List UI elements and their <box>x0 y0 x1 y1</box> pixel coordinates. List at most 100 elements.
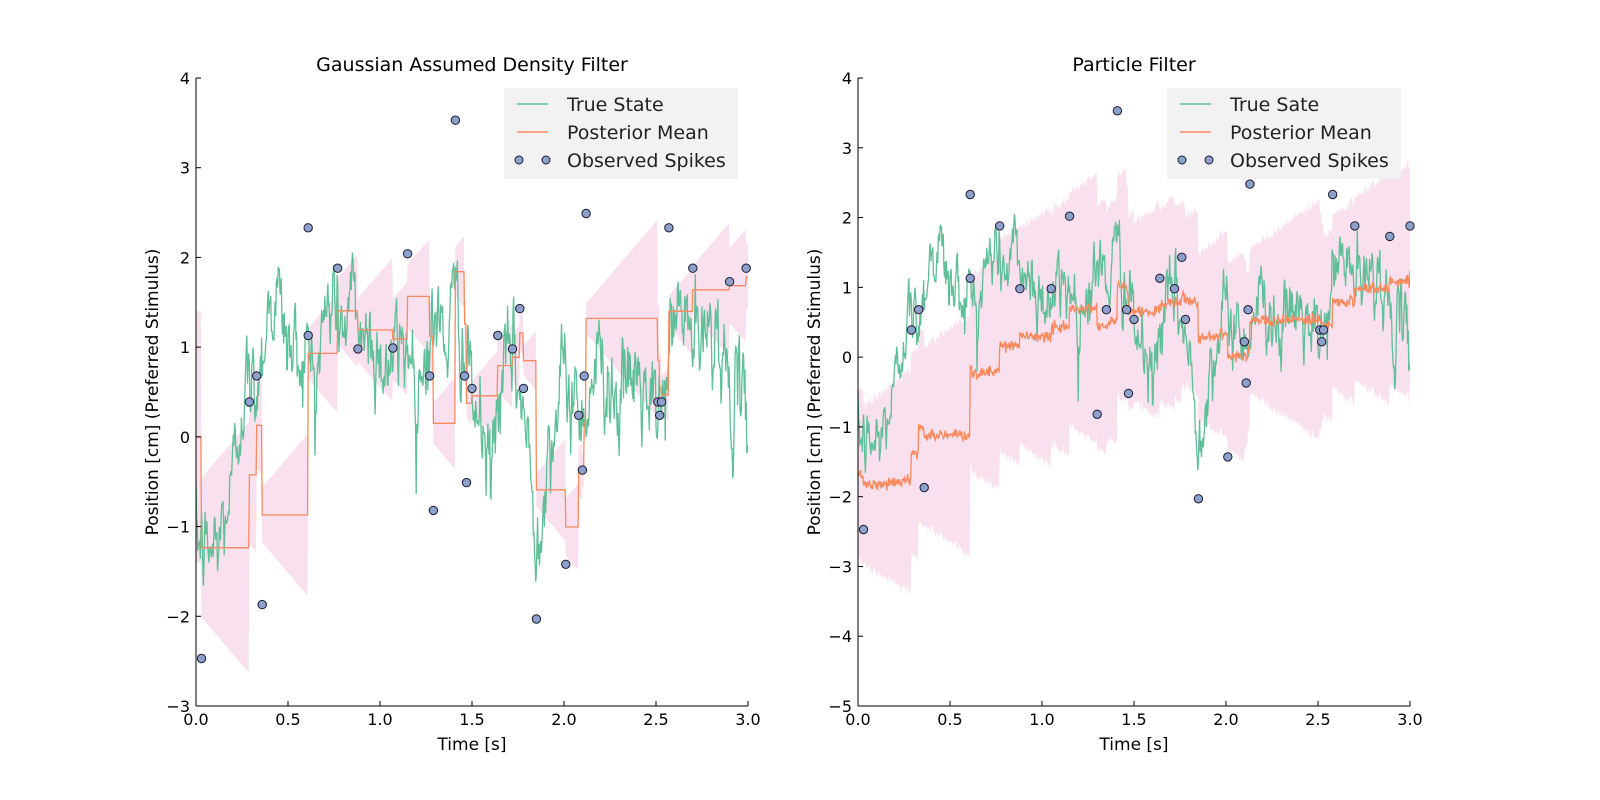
x-axis-label: Time [s] <box>436 735 506 755</box>
spike-marker <box>1405 221 1415 231</box>
y-tick-label: 1 <box>842 278 852 297</box>
spike-marker <box>1015 284 1025 294</box>
spike-marker <box>664 223 674 233</box>
y-tick-label: −3 <box>166 697 190 716</box>
y-tick-label: 2 <box>180 248 190 267</box>
spike-marker <box>515 303 525 314</box>
y-tick-label: 3 <box>842 139 852 158</box>
y-tick-label: −2 <box>166 607 190 626</box>
spike-marker <box>995 221 1005 231</box>
spike-marker <box>1317 337 1327 347</box>
legend-observed-spikes: Observed Spikes <box>1230 150 1389 172</box>
series-layer <box>196 252 748 586</box>
spike-marker <box>459 371 470 381</box>
x-tick-label: 1.5 <box>1121 710 1146 729</box>
y-tick-label: 0 <box>842 348 852 367</box>
spike-marker <box>531 614 542 624</box>
legend-observed-spikes: Observed Spikes <box>567 150 726 172</box>
legend: True State Posterior Mean Observed Spike… <box>504 88 738 179</box>
spike-marker <box>688 263 698 273</box>
spike-marker <box>1245 179 1255 189</box>
chart-title: Particle Filter <box>1072 54 1195 76</box>
x-axis-label: Time [s] <box>1098 735 1168 755</box>
spike-marker <box>461 477 472 488</box>
y-tick-label: −1 <box>828 418 852 437</box>
y-tick-label: 4 <box>180 69 190 88</box>
spike-marker <box>507 344 518 354</box>
spike-marker <box>1180 314 1191 325</box>
spike-marker <box>919 482 929 493</box>
legend-posterior-mean: Posterior Mean <box>567 122 709 144</box>
spike-marker <box>1129 314 1139 325</box>
spike-marker <box>965 273 975 283</box>
legend: True Sate Posterior Mean Observed Spikes <box>1167 88 1401 179</box>
spike-marker <box>196 653 207 664</box>
posterior-mean-line <box>196 271 748 549</box>
spike-marker <box>402 249 413 259</box>
spike-marker <box>353 344 363 354</box>
legend-spike-marker <box>1204 155 1214 165</box>
spike-marker <box>655 410 665 420</box>
y-tick-label: −3 <box>828 557 852 576</box>
spike-marker <box>1350 221 1360 231</box>
x-tick-label: 1.5 <box>459 710 484 729</box>
y-tick-label: 3 <box>180 159 190 178</box>
y-tick-label: 2 <box>842 209 852 228</box>
spike-marker <box>574 410 584 420</box>
x-tick-label: 3.0 <box>1397 710 1422 729</box>
spike-marker <box>906 325 917 335</box>
spike-marker <box>1241 378 1251 388</box>
spike-marker <box>858 524 869 535</box>
spike-marker <box>965 189 975 200</box>
spike-marker <box>518 383 529 394</box>
spike-markers <box>858 106 1415 535</box>
spike-marker <box>581 208 591 219</box>
legend-true-state: True Sate <box>1229 94 1319 116</box>
posterior-uncertainty-band <box>858 159 1410 596</box>
posterior-band <box>858 159 1410 596</box>
spike-marker <box>914 305 924 315</box>
y-axis-label: Position [cm] (Preferred Stimulus) <box>143 249 163 536</box>
posterior-uncertainty-band <box>196 220 748 673</box>
x-tick-label: 2.5 <box>1305 710 1330 729</box>
spike-marker <box>1101 305 1112 315</box>
spike-marker <box>1112 106 1123 116</box>
spike-marker <box>388 343 398 353</box>
spike-marker <box>244 397 255 407</box>
posterior-band <box>196 220 748 673</box>
spike-markers <box>196 115 751 664</box>
spike-marker <box>1223 452 1233 462</box>
spike-marker <box>333 263 343 273</box>
y-tick-label: −5 <box>828 697 852 716</box>
y-tick-label: −4 <box>828 627 852 646</box>
x-tick-label: 2.0 <box>1213 710 1238 729</box>
spike-marker <box>656 397 667 407</box>
spike-marker <box>493 330 503 341</box>
axes: 0.0 0.5 1.0 1.5 2.0 2.5 3.0 −3 −2 −1 0 1 2 3 4 <box>166 69 760 729</box>
spike-marker <box>1243 305 1253 315</box>
legend-spike-marker <box>514 155 524 165</box>
x-tick-label: 1.0 <box>367 710 392 729</box>
spike-marker <box>450 115 461 125</box>
true-state-line <box>196 252 748 586</box>
x-tick-label: 0.0 <box>845 710 870 729</box>
spike-marker <box>561 559 571 569</box>
spike-marker <box>1318 325 1329 335</box>
particle-filter-panel: Particle Filter Time [s] Position [cm] (… <box>805 54 1423 755</box>
spike-marker <box>577 465 588 475</box>
spike-marker <box>1155 273 1165 283</box>
axes: 0.0 0.5 1.0 1.5 2.0 2.5 3.0 −5 −4 −3 −2 −1 0 1 2 3 4 <box>828 69 1422 729</box>
spike-marker <box>467 383 477 394</box>
spike-marker <box>303 330 313 341</box>
spike-marker <box>1385 231 1395 242</box>
spike-marker <box>425 371 435 381</box>
spike-marker <box>428 505 439 516</box>
y-tick-label: −2 <box>828 488 852 507</box>
y-axis-label: Position [cm] (Preferred Stimulus) <box>805 249 825 536</box>
y-tick-label: 1 <box>180 338 190 357</box>
spike-marker <box>1123 388 1134 399</box>
spike-marker <box>1121 305 1132 315</box>
spike-marker <box>1169 284 1180 294</box>
spike-marker <box>1193 494 1204 504</box>
